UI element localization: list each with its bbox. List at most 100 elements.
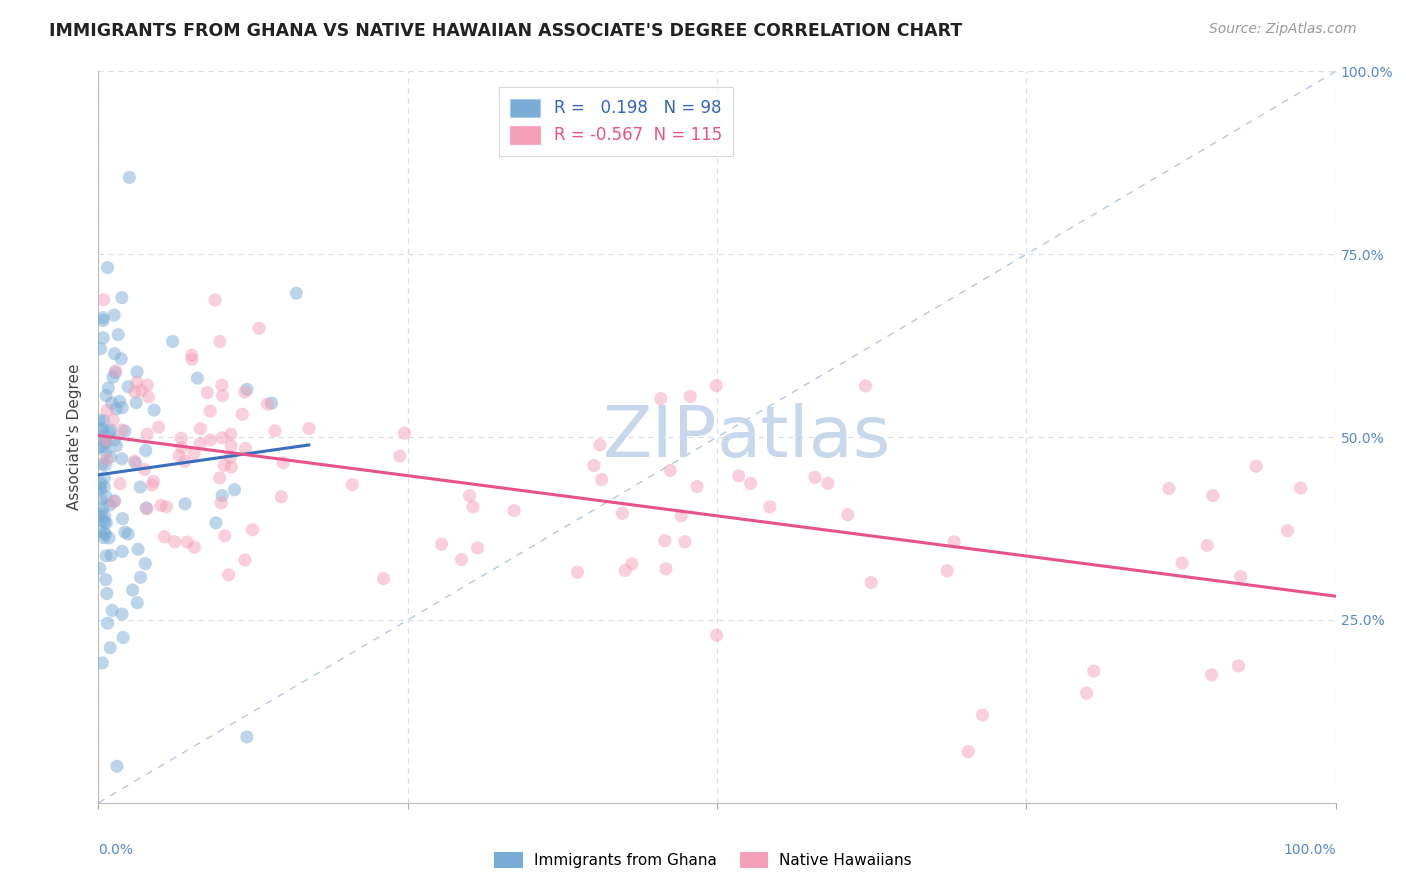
Point [260,396,283,410]
Point [211,378,233,392]
Point [212,458,235,473]
Point [91,421,114,435]
Point [125,375,148,389]
Point [740,476,762,491]
Point [94,434,117,448]
Point [96,403,118,417]
Point [97,616,120,631]
Point [127,542,149,557]
Point [91,331,114,345]
Point [90,507,112,521]
Point [93,293,115,307]
Point [129,480,152,494]
Point [91,656,114,670]
Point [247,321,270,335]
Point [188,436,211,450]
Point [195,385,218,400]
Point [1157,482,1180,496]
Point [972,708,994,723]
Point [180,348,202,362]
Point [91,310,114,325]
Point [706,628,728,642]
Point [582,458,605,473]
Point [124,456,146,470]
Point [208,334,231,349]
Point [209,496,232,510]
Point [114,424,136,438]
Point [180,352,202,367]
Point [620,557,643,571]
Point [107,327,129,342]
Legend: Immigrants from Ghana, Native Hawaiians: Immigrants from Ghana, Native Hawaiians [486,844,920,875]
Point [205,516,228,530]
Point [93,471,115,485]
Point [118,170,141,185]
Point [1197,539,1219,553]
Point [89,561,111,575]
Point [936,564,959,578]
Point [704,378,727,392]
Point [136,501,159,516]
Point [759,500,782,514]
Point [219,450,242,465]
Point [167,449,190,463]
Point [124,454,146,468]
Point [183,540,205,554]
Point [503,504,526,518]
Point [108,476,131,491]
Point [686,479,709,493]
Point [943,535,966,549]
Point [142,475,165,489]
Point [112,631,135,645]
Point [136,427,159,442]
Point [96,260,118,275]
Point [183,446,205,460]
Point [96,516,118,530]
Point [98,425,121,439]
Point [242,523,264,537]
Point [219,439,242,453]
Point [170,441,193,455]
Point [111,401,134,415]
Point [98,531,121,545]
Point [98,498,121,512]
Point [388,449,411,463]
Point [134,557,156,571]
Point [91,313,114,327]
Point [117,527,139,541]
Point [93,525,115,540]
Point [143,403,166,417]
Point [125,365,148,379]
Point [458,489,481,503]
Point [204,293,226,307]
Point [612,506,634,520]
Point [567,566,589,580]
Point [256,397,278,411]
Point [163,534,186,549]
Point [105,439,128,453]
Point [105,759,128,773]
Point [211,489,233,503]
Point [136,378,159,392]
Point [94,446,117,460]
Point [103,433,125,447]
Point [94,573,117,587]
Point [94,516,117,530]
Point [162,334,184,349]
Point [654,533,676,548]
Point [231,407,253,421]
Point [101,603,124,617]
Point [94,389,117,403]
Point [131,384,153,398]
Point [236,730,259,744]
Point [373,572,395,586]
Point [211,431,233,445]
Point [89,440,111,454]
Point [804,470,827,484]
Point [90,475,112,490]
Point [1171,556,1194,570]
Point [1201,668,1223,682]
Point [461,500,484,514]
Point [138,390,160,404]
Point [173,454,195,468]
